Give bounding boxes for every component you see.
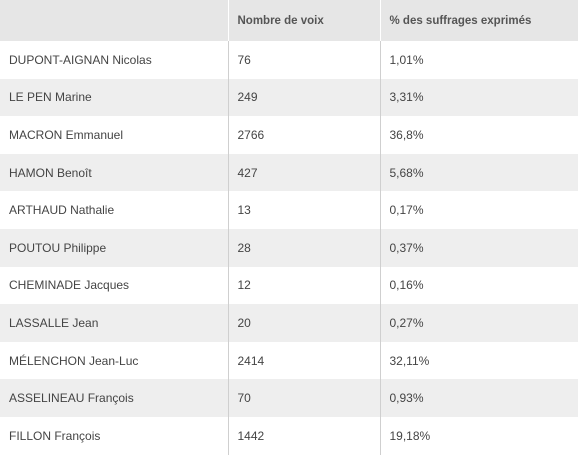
vote-percent: 0,17% (379, 191, 578, 229)
candidate-name: HAMON Benoît (0, 153, 228, 192)
table-body: DUPONT-AIGNAN Nicolas 76 1,01% LE PEN Ma… (0, 41, 578, 455)
candidate-name: MÉLENCHON Jean-Luc (0, 341, 228, 380)
vote-count: 76 (227, 41, 380, 79)
vote-count: 28 (227, 228, 380, 267)
vote-percent: 1,01% (379, 41, 578, 79)
table-row: MÉLENCHON Jean-Luc 2414 32,11% (0, 341, 578, 380)
candidate-name: ARTHAUD Nathalie (0, 191, 228, 229)
table-row: HAMON Benoît 427 5,68% (0, 153, 578, 192)
vote-percent: 32,11% (379, 341, 578, 380)
header-candidate (0, 0, 228, 41)
vote-percent: 5,68% (379, 153, 578, 192)
table-row: POUTOU Philippe 28 0,37% (0, 228, 578, 267)
table-row: ASSELINEAU François 70 0,93% (0, 379, 578, 417)
candidate-name: LE PEN Marine (0, 78, 228, 117)
vote-percent: 0,16% (379, 266, 578, 305)
candidate-name: ASSELINEAU François (0, 379, 228, 417)
vote-count: 249 (227, 78, 380, 117)
vote-count: 70 (227, 379, 380, 417)
vote-count: 2414 (227, 341, 380, 380)
candidate-name: DUPONT-AIGNAN Nicolas (0, 41, 228, 79)
candidate-name: LASSALLE Jean (0, 304, 228, 342)
vote-percent: 36,8% (379, 116, 578, 154)
table-row: ARTHAUD Nathalie 13 0,17% (0, 191, 578, 229)
vote-percent: 19,18% (379, 416, 578, 455)
candidate-name: CHEMINADE Jacques (0, 266, 228, 305)
table-header: Nombre de voix % des suffrages exprimés (0, 0, 578, 41)
table-row: LE PEN Marine 249 3,31% (0, 78, 578, 117)
vote-count: 427 (227, 153, 380, 192)
header-votes: Nombre de voix (227, 0, 380, 41)
vote-percent: 0,93% (379, 379, 578, 417)
header-row: Nombre de voix % des suffrages exprimés (0, 0, 578, 41)
candidate-name: MACRON Emmanuel (0, 116, 228, 154)
header-percent: % des suffrages exprimés (379, 0, 578, 41)
candidate-name: FILLON François (0, 416, 228, 455)
vote-count: 2766 (227, 116, 380, 154)
vote-percent: 3,31% (379, 78, 578, 117)
vote-count: 20 (227, 304, 380, 342)
table-row: CHEMINADE Jacques 12 0,16% (0, 266, 578, 305)
candidate-name: POUTOU Philippe (0, 228, 228, 267)
vote-count: 12 (227, 266, 380, 305)
vote-count: 1442 (227, 416, 380, 455)
table-row: MACRON Emmanuel 2766 36,8% (0, 116, 578, 154)
table-row: LASSALLE Jean 20 0,27% (0, 304, 578, 342)
table-row: FILLON François 1442 19,18% (0, 416, 578, 455)
table-row: DUPONT-AIGNAN Nicolas 76 1,01% (0, 41, 578, 79)
vote-percent: 0,27% (379, 304, 578, 342)
vote-percent: 0,37% (379, 228, 578, 267)
vote-count: 13 (227, 191, 380, 229)
